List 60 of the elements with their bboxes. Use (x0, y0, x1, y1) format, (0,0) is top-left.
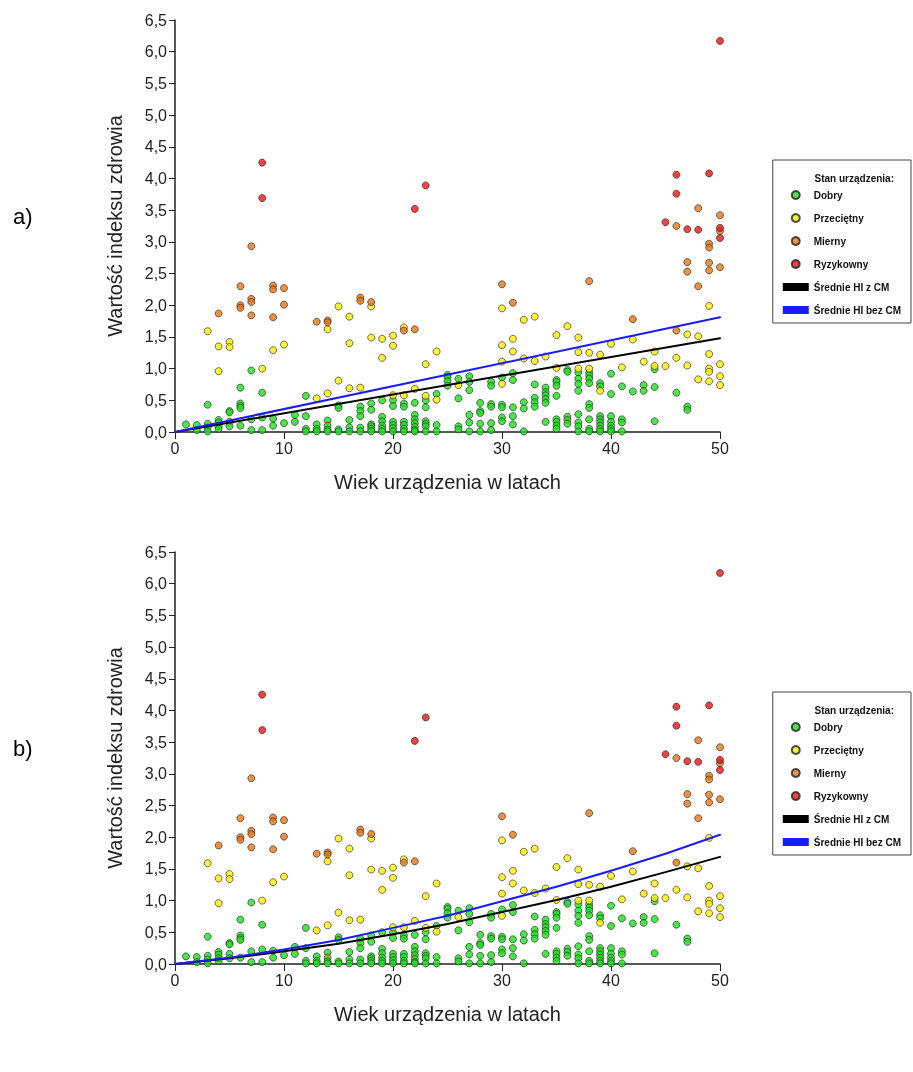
x-tick-label: 0 (170, 439, 180, 457)
legend-label: Średnie HI bez CM (813, 835, 902, 848)
x-axis-title: Wiek urządzenia w latach (334, 1003, 561, 1025)
y-tick-label: 0,0 (144, 423, 168, 441)
x-tick-label: 50 (711, 439, 729, 457)
legend-label: Przeciętny (813, 212, 865, 224)
y-tick-label: 0,5 (144, 391, 168, 409)
x-tick-label: 10 (275, 439, 293, 457)
y-tick-label: 3,0 (144, 233, 168, 251)
x-tick-label: 10 (275, 971, 293, 989)
y-tick-label: 1,0 (144, 360, 168, 378)
legend-label: Dobry (813, 189, 844, 201)
x-tick-label: 30 (493, 971, 511, 989)
y-tick-label: 3,0 (144, 765, 168, 783)
x-axis-title: Wiek urządzenia w latach (334, 471, 561, 493)
legend-title: Stan urządzenia: (814, 704, 895, 716)
y-tick-label: 0,0 (144, 955, 168, 973)
x-tick-label: 20 (384, 439, 402, 457)
y-tick-label: 4,0 (144, 169, 168, 187)
x-tick-label: 0 (170, 971, 180, 989)
y-axis-title: Wartość indeksu zdrowia (104, 114, 126, 337)
y-tick-label: 1,5 (144, 328, 168, 346)
y-tick-label: 4,5 (144, 670, 168, 688)
x-tick-label: 40 (602, 971, 620, 989)
x-tick-label: 50 (711, 971, 729, 989)
y-tick-label: 5,0 (144, 638, 168, 656)
legend-title: Stan urządzenia: (814, 172, 895, 184)
y-tick-label: 6,0 (144, 575, 168, 593)
y-tick-label: 3,5 (144, 201, 168, 219)
y-tick-label: 5,0 (144, 106, 168, 124)
legend-label: Mierny (813, 767, 847, 779)
text: a) (13, 203, 33, 229)
y-tick-label: 0,5 (144, 923, 168, 941)
legend-label: Mierny (813, 235, 847, 247)
y-tick-label: 2,5 (144, 265, 168, 283)
legend-label: Dobry (813, 721, 844, 733)
y-tick-label: 6,5 (144, 11, 168, 29)
y-tick-label: 6,5 (144, 543, 168, 561)
y-tick-label: 5,5 (144, 606, 168, 624)
y-tick-label: 1,5 (144, 860, 168, 878)
legend-label: Średnie HI z CM (813, 812, 890, 825)
legend-label: Ryzykowny (813, 790, 869, 802)
y-tick-label: 1,0 (144, 892, 168, 910)
x-tick-label: 40 (602, 439, 620, 457)
legend-label: Ryzykowny (813, 258, 869, 270)
y-tick-label: 4,5 (144, 138, 168, 156)
y-tick-label: 2,0 (144, 828, 168, 846)
y-tick-label: 4,0 (144, 701, 168, 719)
text: b) (13, 735, 33, 761)
y-tick-label: 2,0 (144, 296, 168, 314)
y-tick-label: 6,0 (144, 43, 168, 61)
x-tick-label: 30 (493, 439, 511, 457)
legend-label: Średnie HI z CM (813, 280, 890, 293)
legend-label: Przeciętny (813, 744, 865, 756)
y-tick-label: 2,5 (144, 797, 168, 815)
y-tick-label: 3,5 (144, 733, 168, 751)
legend-label: Średnie HI bez CM (813, 303, 902, 316)
y-axis-title: Wartość indeksu zdrowia (104, 646, 126, 869)
y-tick-label: 5,5 (144, 74, 168, 92)
x-tick-label: 20 (384, 971, 402, 989)
